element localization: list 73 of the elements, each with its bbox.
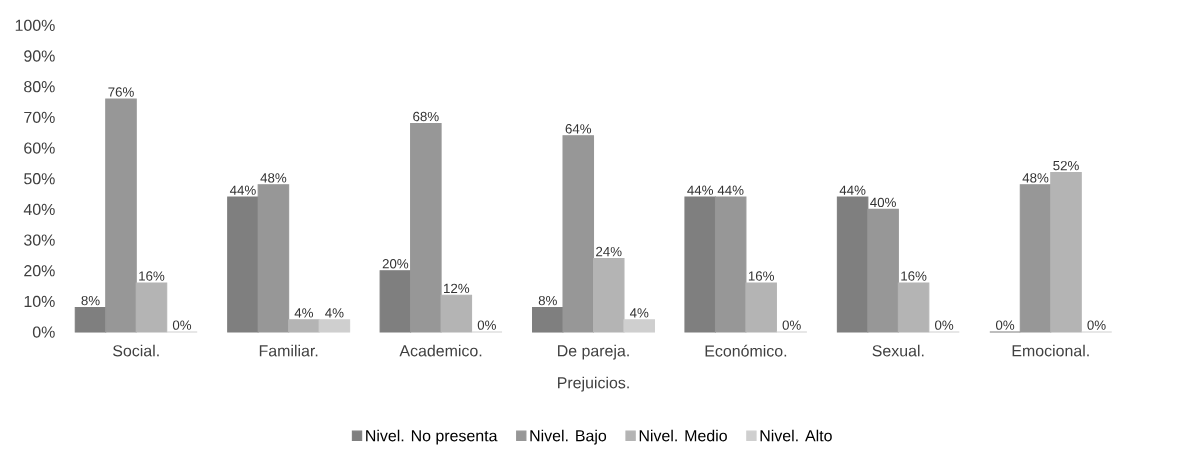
y-tick-label: 40% (23, 203, 55, 215)
data-label: 16% (748, 271, 774, 281)
data-label: 4% (294, 308, 314, 318)
data-label: 4% (629, 308, 649, 318)
x-tick-label: Familiar. (259, 344, 318, 357)
bar (74, 306, 107, 333)
bar (288, 319, 320, 333)
data-label: 64% (565, 123, 592, 134)
y-tick-label: 80% (24, 80, 55, 93)
data-label: 0% (995, 320, 1015, 330)
y-tick-label: 70% (24, 111, 55, 123)
bar (227, 196, 259, 333)
legend-label: Nivel. No presenta (366, 429, 498, 445)
x-tick-label: Social. (113, 344, 159, 357)
bar (592, 257, 625, 333)
bar (440, 294, 473, 333)
bar (867, 208, 899, 333)
bar (135, 282, 168, 333)
data-label: 48% (1022, 172, 1049, 183)
bar (836, 196, 869, 333)
x-tick-label: Económico. (705, 344, 787, 357)
legend-label: Nivel. Medio (639, 429, 727, 442)
data-label: 8% (538, 295, 557, 306)
data-label: 0% (477, 320, 496, 330)
y-tick-label: 100% (15, 19, 55, 31)
data-label: 48% (260, 172, 287, 183)
data-label: 8% (81, 295, 100, 306)
legend-label: Nivel. Alto (760, 429, 832, 442)
x-tick-label: De pareja. (558, 344, 629, 360)
bar (1019, 184, 1052, 333)
data-label: 0% (934, 320, 954, 330)
data-label: 16% (139, 271, 165, 281)
data-label: 44% (229, 185, 256, 195)
data-label: 40% (870, 197, 896, 207)
bar (410, 122, 442, 333)
y-tick-label: 10% (24, 295, 55, 307)
bar (532, 306, 564, 333)
data-label: 24% (596, 246, 622, 256)
data-label: 52% (1053, 160, 1079, 171)
data-label: 44% (839, 185, 866, 195)
data-label: 0% (172, 320, 192, 330)
x-tick-label: Academico. (399, 344, 482, 357)
bar (257, 184, 290, 333)
data-label: 4% (325, 308, 344, 318)
bar (105, 98, 137, 333)
data-label: 16% (901, 271, 927, 281)
data-label: 20% (382, 258, 409, 269)
y-tick-label: 20% (24, 264, 55, 277)
data-label: 0% (782, 320, 801, 330)
bar (897, 282, 930, 333)
bar (379, 269, 412, 333)
x-axis-title: Prejuicios. (558, 376, 629, 392)
y-tick-label: 90% (24, 50, 55, 62)
bar (714, 196, 747, 333)
x-tick-label: Emocional. (1012, 344, 1089, 357)
x-tick-label: Sexual. (872, 344, 924, 357)
bar (684, 196, 716, 333)
data-label: 44% (687, 185, 714, 195)
bar (1050, 171, 1082, 333)
data-label: 12% (444, 283, 470, 293)
bar (318, 319, 351, 333)
y-tick-label: 50% (24, 172, 55, 185)
data-label: 0% (1087, 320, 1106, 330)
bar (562, 135, 595, 333)
y-tick-label: 60% (24, 142, 55, 154)
y-tick-label: 0% (32, 326, 55, 338)
bar (623, 319, 655, 333)
y-tick-label: 30% (24, 234, 55, 246)
bar (745, 282, 777, 333)
data-label: 44% (717, 185, 744, 195)
data-label: 76% (108, 87, 134, 97)
data-label: 68% (413, 111, 439, 122)
legend-label: Nivel. Bajo (530, 429, 607, 445)
